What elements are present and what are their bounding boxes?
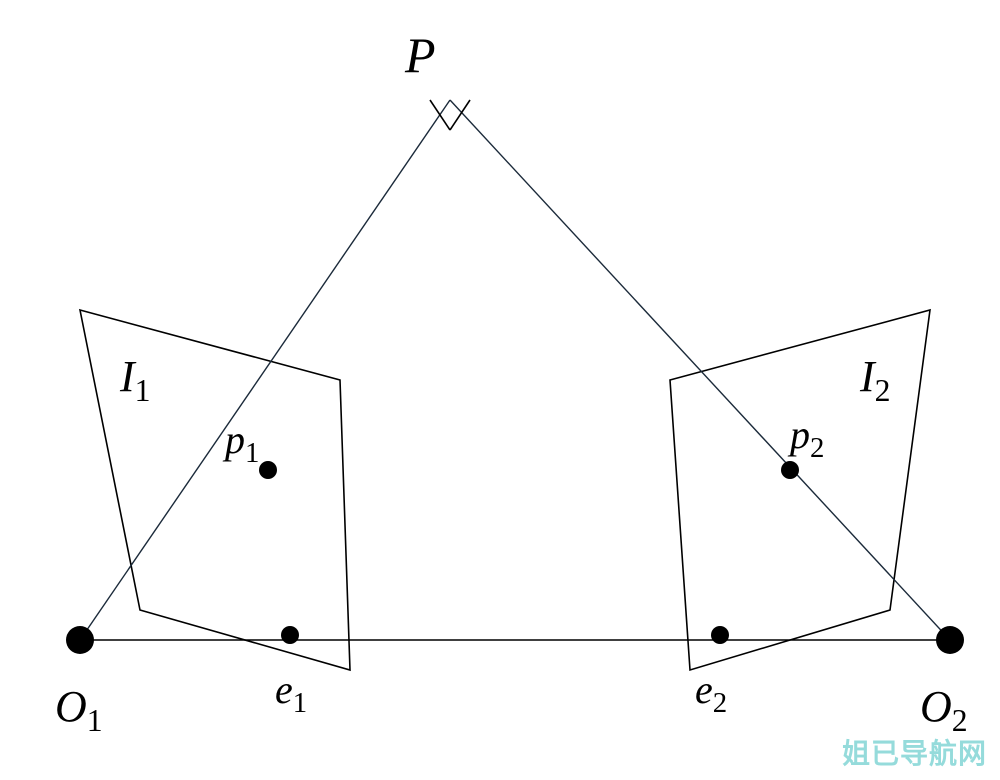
label-I1: I1 — [120, 355, 151, 406]
point-p1 — [259, 461, 277, 479]
label-O1: O1 — [55, 685, 103, 736]
point-o1 — [66, 626, 94, 654]
label-e1: e1 — [275, 670, 307, 718]
p-tick-right — [450, 100, 470, 130]
point-o2 — [936, 626, 964, 654]
image-plane-2 — [670, 310, 930, 670]
point-e2 — [711, 626, 729, 644]
point-p2 — [781, 461, 799, 479]
label-e2: e2 — [695, 670, 727, 718]
label-p1: p1 — [225, 420, 259, 468]
label-O2: O2 — [920, 685, 968, 736]
watermark-text: 姐已导航网 — [842, 740, 987, 768]
label-I2: I2 — [860, 355, 891, 406]
label-p2: p2 — [790, 415, 824, 463]
point-e1 — [281, 626, 299, 644]
label-P: P — [405, 30, 436, 80]
